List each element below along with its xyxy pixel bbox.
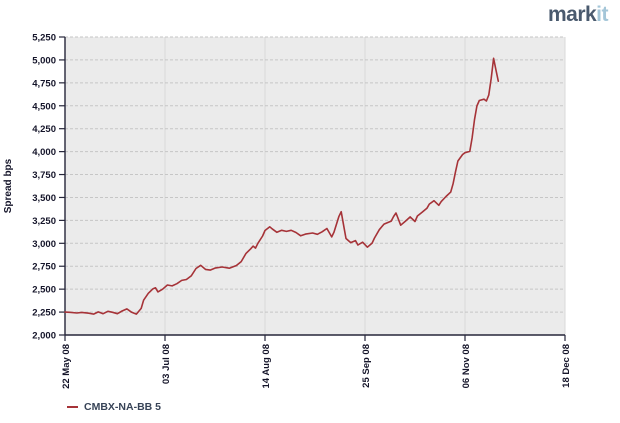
y-tick-label: 2,000	[32, 331, 56, 342]
y-tick-label: 4,250	[32, 124, 56, 135]
series-label: CMBX-NA-BB 5	[84, 401, 161, 413]
series-line	[64, 57, 500, 315]
y-tick-label: 3,500	[32, 193, 56, 204]
y-tick-label: 4,000	[32, 147, 56, 158]
x-tick-label: 18 Dec 08	[561, 344, 572, 388]
x-tick-label: 03 Jul 08	[161, 344, 172, 384]
chart-legend: CMBX-NA-BB 5	[67, 401, 161, 413]
y-tick-label: 2,250	[32, 308, 56, 319]
series-line-marker-icon	[67, 406, 78, 408]
plot-area	[65, 37, 565, 335]
y-tick-label: 3,000	[32, 239, 56, 250]
y-tick-label: 2,500	[32, 285, 56, 296]
chart-canvas: 22 May 08 03 Jul 08 14 Aug 08 25 Sep 08 06 N…	[3, 33, 572, 389]
y-tick-label: 4,500	[32, 101, 56, 112]
x-tick-label: 22 May 08	[61, 344, 72, 389]
logo-it-text: it	[596, 3, 608, 26]
x-tick-label: 14 Aug 08	[261, 344, 272, 389]
y-tick-label: 5,000	[32, 55, 56, 66]
y-tick-label: 3,250	[32, 216, 56, 227]
x-tick-label: 25 Sep 08	[361, 344, 372, 388]
logo-mark-text: mark	[547, 3, 597, 26]
y-tick-label: 5,250	[32, 33, 56, 44]
spread-chart: 22 May 08 03 Jul 08 14 Aug 08 25 Sep 08 06 N…	[3, 33, 572, 389]
y-tick-label: 3,750	[32, 170, 56, 181]
y-tick-label: 2,750	[32, 262, 56, 273]
markit-logo: markit	[547, 3, 609, 26]
y-axis-title: Spread bps	[3, 158, 14, 213]
x-tick-label: 06 Nov 08	[461, 344, 472, 388]
y-tick-label: 4,750	[32, 78, 56, 89]
